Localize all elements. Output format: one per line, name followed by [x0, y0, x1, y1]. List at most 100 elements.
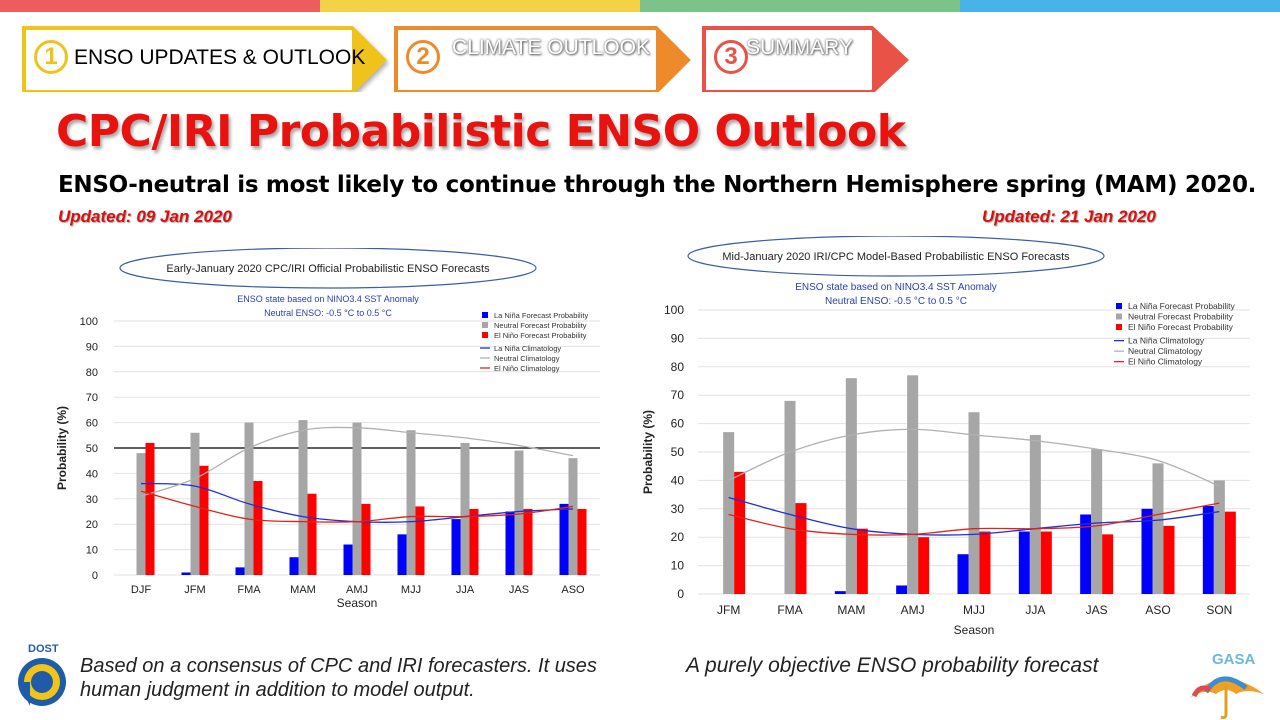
y-tick-label: 80 [671, 360, 685, 374]
chart-subtitle: ENSO state based on NINO3.4 SST Anomaly [237, 294, 419, 304]
bar-el-nino [795, 503, 807, 594]
bar-el-nino [1040, 531, 1052, 594]
caption-left: Based on a consensus of CPC and IRI fore… [80, 655, 597, 701]
bar-neutral [1213, 480, 1225, 594]
bar-el-nino [1102, 534, 1114, 594]
step-label: CLIMATE OUTLOOK [452, 36, 650, 59]
bar-la-nina [834, 591, 846, 594]
legend-swatch [482, 312, 488, 318]
legend-entry: El Niño Forecast Probability [494, 331, 587, 340]
bar-neutral [1029, 434, 1041, 594]
bar-la-nina [343, 544, 353, 575]
bar-el-nino [979, 531, 991, 594]
bar-la-nina [451, 519, 461, 575]
step-enso-updates[interactable]: 1 ENSO UPDATES & OUTLOOK [22, 20, 390, 92]
climatology-line-neutral [728, 428, 1220, 487]
bar-la-nina [957, 554, 969, 594]
bar-neutral [136, 453, 146, 575]
legend-swatch [482, 332, 488, 338]
bar-el-nino [361, 503, 371, 575]
bar-neutral [352, 422, 362, 575]
legend-swatch [1116, 303, 1122, 309]
step-label: SUMMARY [746, 36, 853, 59]
caption-right: A purely objective ENSO probability fore… [686, 654, 1099, 677]
bar-el-nino [469, 508, 479, 575]
chart-cpc-iri-official: Early-January 2020 CPC/IRI Official Prob… [55, 248, 600, 610]
legend-entry: La Niña Forecast Probability [1128, 301, 1236, 311]
top-color-bar [0, 0, 1280, 12]
x-tick-label: MAM [837, 603, 865, 617]
bar-el-nino [918, 537, 930, 594]
chart-subtitle: Neutral ENSO: -0.5 °C to 0.5 °C [825, 296, 967, 307]
chart-subtitle: Neutral ENSO: -0.5 °C to 0.5 °C [264, 308, 392, 318]
y-tick-label: 50 [86, 443, 98, 455]
bar-la-nina [235, 567, 245, 575]
x-axis-label: Season [954, 623, 995, 637]
updated-left: Updated: 09 Jan 2020 [58, 207, 232, 226]
step-climate-outlook[interactable]: 2 CLIMATE OUTLOOK [394, 20, 694, 92]
color-segment-red [0, 0, 320, 12]
color-segment-blue [960, 0, 1280, 12]
page-title: CPC/IRI Probabilistic ENSO Outlook [56, 106, 906, 157]
x-tick-label: JAS [509, 584, 529, 596]
page-subtitle: ENSO-neutral is most likely to continue … [58, 172, 1257, 198]
legend-entry: Neutral Forecast Probability [1128, 312, 1234, 322]
bar-el-nino [577, 508, 587, 575]
section-steps-nav: 1 ENSO UPDATES & OUTLOOK 2 CLIMATE OUTLO… [0, 12, 1280, 102]
bar-neutral [907, 375, 919, 594]
x-tick-label: ASO [561, 584, 585, 596]
bar-neutral [244, 422, 254, 575]
y-tick-label: 50 [671, 445, 685, 459]
step-number: 3 [714, 40, 748, 74]
step-number: 2 [406, 40, 440, 74]
bar-neutral [723, 432, 735, 594]
bar-neutral [784, 400, 796, 594]
legend-entry: La Niña Climatology [494, 344, 561, 353]
chart-subtitle: ENSO state based on NINO3.4 SST Anomaly [795, 282, 997, 293]
y-tick-label: 10 [86, 545, 98, 557]
bar-neutral [1152, 463, 1164, 594]
bar-el-nino [307, 493, 317, 575]
step-label: ENSO UPDATES & OUTLOOK [74, 46, 366, 69]
bar-el-nino [415, 506, 425, 575]
bar-la-nina [1018, 531, 1030, 594]
bar-la-nina [896, 585, 908, 594]
x-tick-label: SON [1206, 603, 1232, 617]
climatology-line-el-nino [140, 490, 574, 523]
y-axis-label: Probability (%) [641, 410, 655, 494]
x-tick-label: JFM [184, 584, 205, 596]
bar-la-nina [181, 572, 191, 575]
y-tick-label: 10 [671, 559, 685, 573]
bar-neutral [568, 458, 578, 575]
bar-el-nino [1224, 511, 1236, 594]
chart-title: Mid-January 2020 IRI/CPC Model-Based Pro… [722, 251, 1070, 263]
bar-el-nino [1163, 525, 1175, 594]
bar-la-nina [1080, 514, 1092, 594]
chart-title-ellipse [119, 248, 537, 289]
color-segment-yellow [320, 0, 640, 12]
x-tick-label: MAM [290, 584, 316, 596]
x-tick-label: DJF [131, 584, 151, 596]
chart-title: Early-January 2020 CPC/IRI Official Prob… [166, 263, 490, 275]
bar-el-nino [734, 471, 746, 594]
bar-la-nina [505, 511, 515, 575]
y-tick-label: 100 [80, 316, 98, 328]
climatology-line-el-nino [728, 502, 1220, 536]
color-segment-green [640, 0, 960, 12]
climatology-line-la-nina [728, 496, 1220, 536]
y-tick-label: 80 [86, 367, 98, 379]
arrow-shape [22, 26, 387, 92]
bar-neutral [968, 412, 980, 594]
step-summary[interactable]: 3 SUMMARY [702, 20, 912, 92]
y-tick-label: 20 [671, 530, 685, 544]
x-tick-label: JJA [1025, 603, 1045, 617]
x-tick-label: JAS [1086, 603, 1108, 617]
bar-la-nina [289, 557, 299, 575]
x-tick-label: FMA [237, 584, 261, 596]
bar-neutral [406, 430, 416, 575]
bar-neutral [190, 432, 200, 575]
x-tick-label: MJJ [401, 584, 421, 596]
climatology-line-neutral [140, 426, 574, 497]
y-tick-label: 0 [677, 587, 684, 601]
arrow-shape [702, 26, 909, 92]
